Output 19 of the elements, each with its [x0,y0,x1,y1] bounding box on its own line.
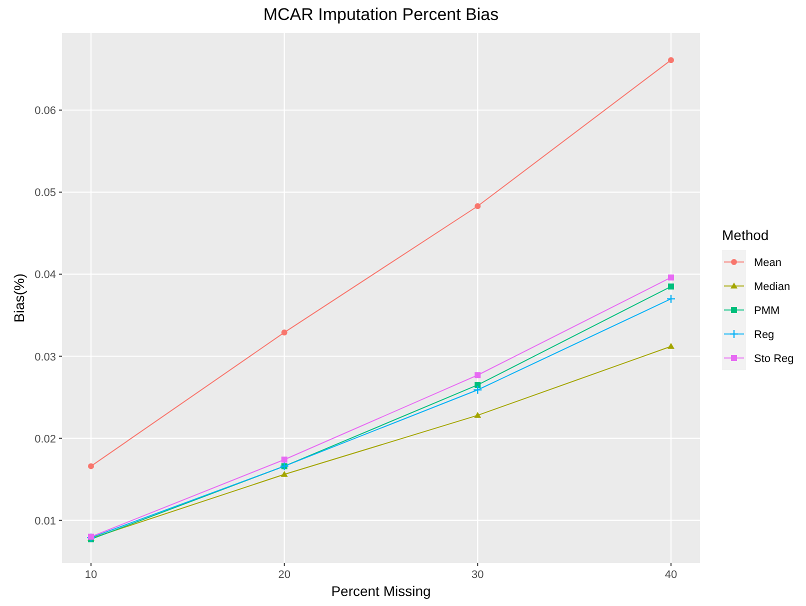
legend-label: Sto Reg [754,353,794,365]
y-tick-label: 0.04 [34,269,56,282]
y-tick-label: 0.03 [34,351,56,364]
x-tick-label: 30 [472,569,484,581]
x-axis-title: Percent Missing [331,583,431,599]
legend-label: PMM [754,305,780,317]
legend-label: Mean [754,257,782,269]
y-tick-label: 0.01 [34,515,56,528]
legend-label: Reg [754,329,774,341]
y-tick-label: 0.02 [34,433,56,446]
legend-title: Method [722,227,769,243]
x-tick-label: 20 [278,569,290,581]
y-tick-label: 0.06 [34,105,56,118]
y-axis-title: Bias(%) [11,273,27,323]
legend-label: Median [754,281,790,293]
chart-title: MCAR Imputation Percent Bias [263,5,499,24]
x-tick-label: 40 [664,569,678,581]
y-tick-label: 0.05 [34,187,56,200]
x-tick-label: 10 [84,569,98,581]
